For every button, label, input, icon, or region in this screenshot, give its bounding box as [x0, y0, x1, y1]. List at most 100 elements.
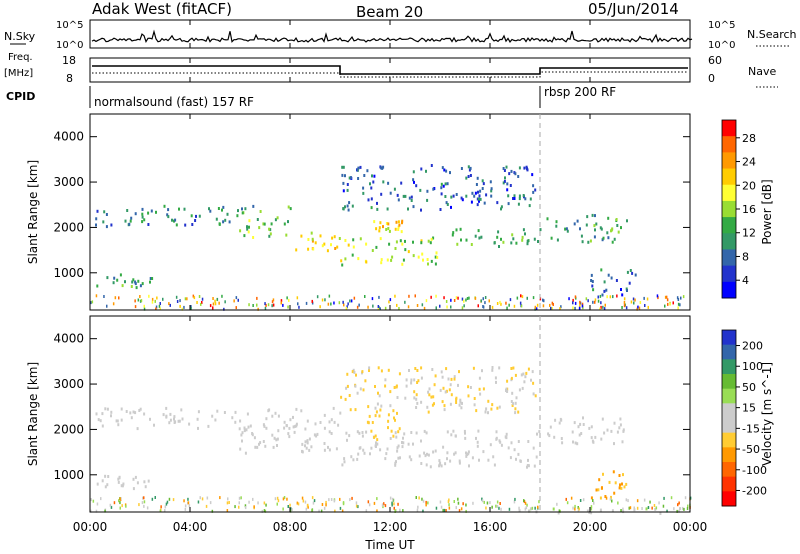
power-clutter-cell: [118, 296, 120, 300]
velocity-colorbar-tick-label: -15: [742, 422, 760, 435]
power-cell: [228, 220, 231, 224]
velocity-clutter-cell: [302, 499, 305, 503]
velocity-clutter-cell: [197, 500, 200, 504]
velocity-cell: [434, 449, 437, 453]
power-clutter-cell: [491, 305, 494, 309]
velocity-cell: [346, 384, 349, 388]
velocity-cell: [285, 424, 288, 428]
velocity-cell: [677, 509, 680, 513]
power-cell: [522, 228, 525, 232]
velocity-cell: [178, 419, 181, 423]
velocity-colorbar-tick-label: 100: [742, 360, 763, 373]
power-cell: [341, 173, 344, 177]
power-cell: [387, 222, 390, 226]
power-clutter-cell: [592, 300, 594, 304]
power-cell: [134, 282, 137, 286]
velocity-cell: [368, 414, 371, 418]
power-clutter-cell: [559, 307, 561, 311]
power-cell: [399, 239, 402, 243]
velocity-cell: [402, 436, 404, 440]
velocity-cell: [506, 379, 509, 383]
velocity-cell: [361, 431, 364, 434]
power-cell: [190, 214, 193, 218]
power-cell: [606, 231, 609, 235]
velocity-clutter-cell: [636, 506, 639, 510]
power-clutter-cell: [604, 303, 606, 307]
velocity-clutter-cell: [339, 506, 342, 510]
velocity-clutter-cell: [416, 508, 419, 512]
sky-noise-trace: [91, 29, 693, 44]
power-cell: [151, 277, 154, 280]
power-clutter-cell: [549, 303, 551, 307]
power-clutter-cell: [513, 304, 516, 308]
power-cell: [481, 179, 484, 183]
power-clutter-cell: [600, 301, 602, 305]
power-cell: [479, 197, 482, 201]
power-clutter-cell: [574, 306, 576, 310]
velocity-colorbar-swatch: [722, 447, 736, 463]
power-cell: [246, 225, 248, 229]
power-cell: [626, 289, 628, 292]
velocity-cell: [165, 406, 168, 410]
velocity-cell: [343, 460, 346, 464]
velocity-cell: [138, 409, 141, 412]
velocity-cell: [173, 415, 176, 419]
velocity-cell: [346, 438, 348, 442]
power-cell: [550, 236, 553, 240]
velocity-cell: [619, 417, 622, 421]
power-cell: [379, 221, 382, 225]
power-clutter-cell: [574, 295, 577, 299]
velocity-cell: [595, 488, 598, 492]
velocity-cell: [356, 457, 359, 461]
velocity-clutter-cell: [658, 501, 660, 505]
velocity-cell: [444, 390, 447, 394]
velocity-cell: [485, 407, 488, 411]
power-cell: [555, 220, 558, 224]
power-cell: [147, 211, 150, 215]
velocity-cell: [323, 413, 326, 417]
velocity-clutter-cell: [481, 497, 483, 501]
velocity-cell: [440, 370, 443, 374]
velocity-cell: [489, 443, 492, 447]
power-cell: [268, 227, 271, 231]
velocity-cell: [438, 459, 441, 463]
velocity-clutter-cell: [121, 504, 123, 508]
power-cell: [490, 187, 493, 191]
velocity-cell: [168, 421, 171, 425]
power-cell: [445, 169, 448, 173]
power-cell: [591, 280, 594, 283]
velocity-cell: [518, 388, 521, 392]
velocity-clutter-cell: [325, 503, 327, 507]
velocity-cell: [618, 474, 621, 477]
velocity-cell: [490, 407, 493, 411]
power-clutter-cell: [398, 307, 400, 310]
power-cell: [580, 234, 583, 238]
velocity-clutter-cell: [143, 500, 146, 504]
power-cell: [469, 166, 472, 170]
power-cell: [344, 205, 346, 209]
power-cell: [371, 174, 373, 178]
power-cell: [149, 280, 151, 284]
power-cell: [246, 227, 249, 231]
power-clutter-cell: [371, 297, 374, 301]
velocity-cell: [345, 386, 348, 390]
power-clutter-cell: [408, 294, 410, 298]
velocity-cell: [397, 430, 400, 434]
power-cell: [513, 197, 516, 200]
power-clutter-cell: [616, 294, 618, 298]
velocity-cell: [425, 431, 428, 435]
velocity-clutter-cell: [496, 500, 499, 504]
power-cell: [446, 203, 449, 206]
velocity-cell: [527, 464, 530, 468]
velocity-cell: [396, 449, 399, 453]
power-cell: [465, 238, 468, 242]
velocity-clutter-cell: [425, 503, 427, 507]
velocity-cell: [496, 406, 499, 410]
velocity-cell: [264, 444, 267, 448]
velocity-cell: [323, 426, 326, 430]
velocity-cell: [384, 457, 387, 461]
velocity-clutter-cell: [257, 501, 259, 505]
power-cell: [378, 226, 381, 230]
velocity-clutter-cell: [291, 508, 293, 512]
velocity-clutter-cell: [219, 496, 221, 500]
